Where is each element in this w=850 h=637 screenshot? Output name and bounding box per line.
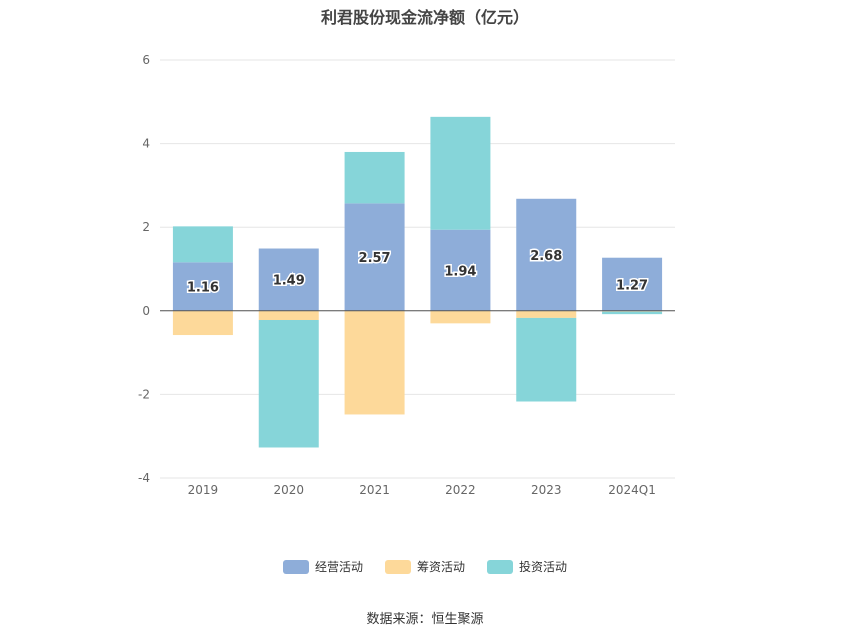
x-tick-label: 2021 [359,483,390,497]
bar-operating [602,257,663,311]
legend-item-financing[interactable]: 筹资活动 [384,558,465,575]
bar-financing [430,310,491,324]
bar-operating [430,229,491,311]
data-source: 数据来源：恒生聚源 [366,612,484,627]
bar-investing [430,116,491,230]
y-tick-label: -2 [138,387,150,401]
y-tick-label: 0 [142,304,150,318]
data-label: 1.16 [187,281,219,296]
y-tick-label: 4 [142,137,150,151]
y-tick-label: 6 [142,53,150,67]
grid-lines [160,59,675,479]
data-label: 2.68 [530,249,562,264]
bar-investing [172,226,233,263]
bar-series [172,116,663,448]
legend-item-investing[interactable]: 投资活动 [487,558,567,575]
bar-financing [516,310,577,318]
x-tick-label: 2022 [445,483,476,497]
bar-operating [258,248,319,311]
bar-operating [172,262,233,311]
legend-swatch [282,559,309,574]
data-labels: 1.16 1.49 2.57 1.94 2.68 1.27 [185,247,649,297]
legend-swatch [487,559,513,574]
bar-financing [258,310,319,320]
data-label: 1.27 [616,278,648,293]
x-tick-label: 2019 [188,483,219,497]
x-tick-label: 2020 [273,483,304,497]
legend: 经营活动 筹资活动 投资活动 [0,558,850,575]
x-axis: 2019 2020 2021 2022 2023 2024Q1 [188,483,656,497]
y-tick-label: 2 [142,220,150,234]
bar-investing [602,311,663,315]
y-tick-label: -4 [138,471,150,485]
bar-operating [344,203,405,311]
bar-operating [516,198,577,311]
x-tick-label: 2023 [531,483,562,497]
data-label: 2.57 [359,251,391,266]
bar-investing [344,151,405,204]
legend-swatch [384,559,411,574]
legend-item-operating[interactable]: 经营活动 [282,558,363,575]
data-label: 1.49 [273,274,305,289]
legend-label: 筹资活动 [416,560,465,574]
bar-investing [258,319,319,448]
y-axis: 6 4 2 0 -2 -4 [138,53,150,485]
data-label: 1.94 [444,264,476,279]
x-tick-label: 2024Q1 [608,483,656,497]
legend-label: 经营活动 [314,560,363,574]
bar-investing [516,317,577,402]
bar-financing [344,310,405,415]
legend-label: 投资活动 [519,560,568,574]
chart-title: 利君股份现金流净额（亿元） [320,8,529,27]
bar-financing [172,310,233,336]
